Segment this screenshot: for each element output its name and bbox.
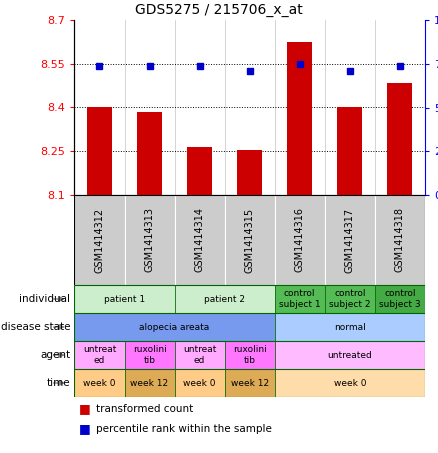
- Bar: [175, 341, 225, 369]
- Bar: [337, 107, 362, 195]
- Text: GSM1414316: GSM1414316: [295, 207, 305, 273]
- Text: GSM1414315: GSM1414315: [245, 207, 254, 273]
- Text: week 12: week 12: [230, 379, 269, 387]
- Bar: [287, 42, 312, 195]
- Text: control
subject 2: control subject 2: [329, 289, 371, 308]
- Bar: [124, 195, 175, 285]
- Text: control
subject 3: control subject 3: [379, 289, 420, 308]
- Text: patient 1: patient 1: [104, 294, 145, 304]
- Bar: [325, 195, 375, 285]
- Bar: [225, 369, 275, 397]
- Text: untreated: untreated: [327, 351, 372, 360]
- Bar: [387, 83, 412, 195]
- Bar: [87, 107, 112, 195]
- Bar: [74, 341, 124, 369]
- Text: week 12: week 12: [131, 379, 169, 387]
- Bar: [225, 195, 275, 285]
- Text: percentile rank within the sample: percentile rank within the sample: [96, 424, 272, 434]
- Bar: [275, 369, 425, 397]
- Text: time: time: [46, 378, 70, 388]
- Text: GDS5275 / 215706_x_at: GDS5275 / 215706_x_at: [135, 3, 303, 17]
- Bar: [225, 341, 275, 369]
- Text: week 0: week 0: [83, 379, 116, 387]
- Bar: [74, 285, 175, 313]
- Bar: [375, 285, 425, 313]
- Bar: [124, 341, 175, 369]
- Text: control
subject 1: control subject 1: [279, 289, 321, 308]
- Text: untreat
ed: untreat ed: [83, 345, 116, 365]
- Text: normal: normal: [334, 323, 366, 332]
- Bar: [74, 313, 275, 341]
- Bar: [275, 313, 425, 341]
- Bar: [275, 341, 425, 369]
- Text: GSM1414318: GSM1414318: [395, 207, 405, 273]
- Text: patient 2: patient 2: [204, 294, 245, 304]
- Text: individual: individual: [19, 294, 70, 304]
- Bar: [275, 195, 325, 285]
- Text: transformed count: transformed count: [96, 404, 194, 414]
- Text: GSM1414314: GSM1414314: [194, 207, 205, 273]
- Text: ruxolini
tib: ruxolini tib: [133, 345, 166, 365]
- Bar: [124, 369, 175, 397]
- Text: week 0: week 0: [333, 379, 366, 387]
- Bar: [375, 195, 425, 285]
- Text: week 0: week 0: [184, 379, 216, 387]
- Text: ■: ■: [79, 423, 91, 435]
- Text: alopecia areata: alopecia areata: [139, 323, 210, 332]
- Bar: [74, 195, 124, 285]
- Text: GSM1414312: GSM1414312: [95, 207, 105, 273]
- Text: ■: ■: [79, 403, 91, 415]
- Bar: [74, 369, 124, 397]
- Bar: [175, 195, 225, 285]
- Text: ruxolini
tib: ruxolini tib: [233, 345, 267, 365]
- Bar: [275, 285, 325, 313]
- Text: untreat
ed: untreat ed: [183, 345, 216, 365]
- Text: GSM1414313: GSM1414313: [145, 207, 155, 273]
- Text: GSM1414317: GSM1414317: [345, 207, 355, 273]
- Bar: [175, 285, 275, 313]
- Bar: [237, 150, 262, 195]
- Bar: [175, 369, 225, 397]
- Bar: [325, 285, 375, 313]
- Bar: [137, 112, 162, 195]
- Text: agent: agent: [40, 350, 70, 360]
- Text: disease state: disease state: [0, 322, 70, 332]
- Bar: [187, 147, 212, 195]
